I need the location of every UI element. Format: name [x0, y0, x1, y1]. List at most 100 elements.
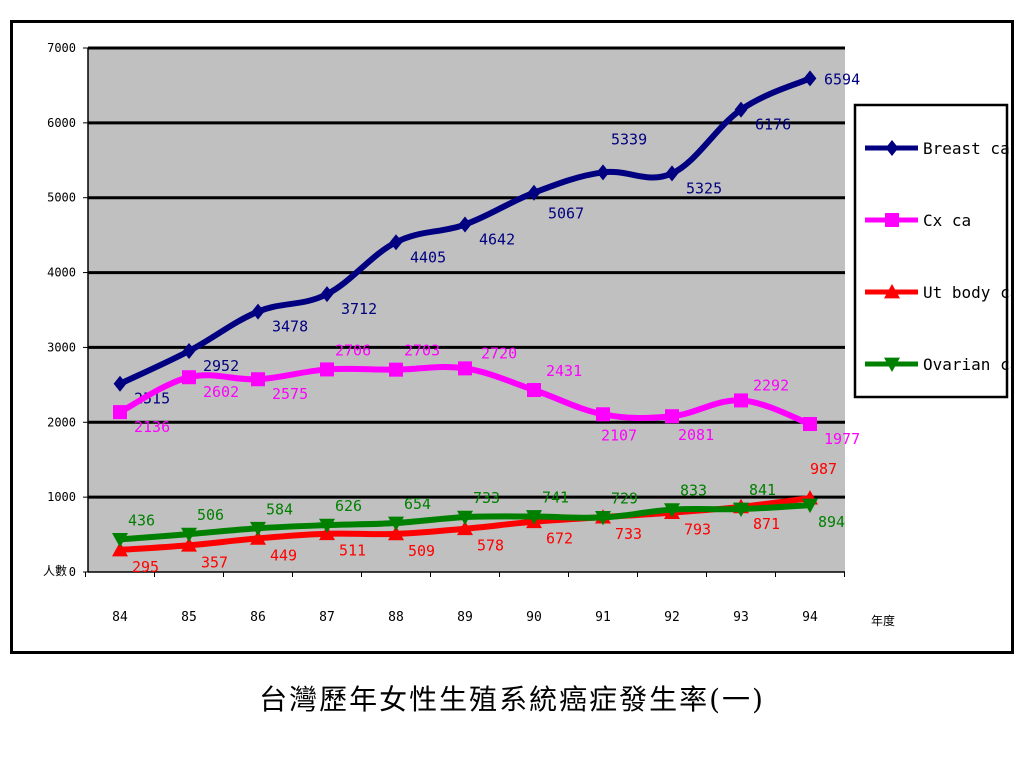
- cx-ca-data-label: 2720: [481, 344, 517, 362]
- breast-ca-data-label: 3478: [272, 318, 308, 336]
- ovarian-ca-point: [526, 510, 542, 525]
- ovarian-ca-data-label: 436: [128, 511, 155, 529]
- ovarian-ca-point: [664, 503, 680, 518]
- breast-ca-data-label: 3712: [341, 300, 377, 318]
- ut-body-ca-point: [181, 537, 197, 552]
- ut-body-ca-legend-label: Ut body ca: [923, 283, 1011, 302]
- x-tick-label: 94: [802, 610, 818, 625]
- legend-box: [853, 103, 1009, 399]
- ovarian-ca-data-label: 833: [680, 482, 707, 500]
- ovarian-ca-legend-label: Ovarian ca: [923, 355, 1011, 374]
- breast-ca-data-label: 5339: [611, 130, 647, 148]
- y-axis-title: 人數: [43, 564, 67, 578]
- cx-ca-data-label: 2081: [678, 426, 714, 444]
- ut-body-ca-data-label: 509: [408, 542, 435, 560]
- ovarian-ca-data-label: 841: [749, 481, 776, 499]
- cx-ca-data-label: 2703: [404, 342, 440, 360]
- ovarian-ca-data-label: 584: [266, 500, 293, 518]
- cx-ca-data-label: 2602: [203, 383, 239, 401]
- breast-ca-point: [458, 216, 472, 233]
- ovarian-ca-point: [802, 498, 818, 514]
- ut-body-ca-data-label: 449: [270, 546, 297, 564]
- y-tick-label: 5000: [47, 191, 76, 205]
- plot-area: [88, 48, 845, 572]
- breast-ca-point: [320, 286, 334, 303]
- cx-ca-point: [665, 409, 679, 424]
- ovarian-ca-point: [181, 527, 197, 543]
- x-tick-label: 86: [250, 610, 266, 625]
- ut-body-ca-data-label: 357: [201, 553, 228, 571]
- breast-ca-data-label: 4405: [410, 248, 446, 266]
- ovarian-ca-data-label: 894: [818, 513, 845, 531]
- breast-ca-data-label: 5067: [548, 205, 584, 223]
- y-tick-label: 4000: [47, 266, 76, 280]
- ovarian-ca-data-label: 506: [197, 506, 224, 524]
- ovarian-ca-point: [319, 518, 335, 534]
- ut-body-ca-data-label: 295: [132, 558, 159, 576]
- ut-body-ca-data-label: 987: [810, 460, 837, 478]
- breast-ca-point: [389, 234, 403, 251]
- chart-frame: 0 1000 2000 3000 4000 5000 6000 7000 84 85 86 87 88 8…: [10, 20, 1014, 654]
- x-tick-label: 85: [181, 610, 197, 625]
- breast-ca-data-label: 2952: [203, 357, 239, 375]
- cx-ca-data-label: 1977: [824, 430, 860, 448]
- cx-ca-point: [803, 417, 817, 432]
- ut-body-ca-data-label: 578: [477, 537, 504, 555]
- cx-ca-point: [320, 362, 334, 377]
- cx-ca-point: [458, 361, 472, 376]
- x-tick-label: 89: [457, 610, 473, 625]
- ovarian-ca-point: [733, 502, 749, 518]
- x-tick-label: 92: [664, 610, 680, 625]
- breast-ca-point: [734, 101, 748, 118]
- ut-body-ca-data-label: 871: [753, 515, 780, 533]
- breast-ca-point: [527, 184, 541, 201]
- breast-ca-data-label: 5325: [686, 179, 722, 197]
- cx-ca-point: [182, 370, 196, 385]
- y-tick-label: 6000: [47, 116, 76, 130]
- y-tick-label: 3000: [47, 340, 76, 354]
- ut-body-ca-point: [250, 530, 266, 545]
- ovarian-ca-data-label: 729: [611, 489, 638, 507]
- ovarian-ca-data-label: 626: [335, 497, 362, 515]
- breast-ca-data-label: 6176: [755, 116, 791, 134]
- x-tick-label: 88: [388, 610, 404, 625]
- ovarian-ca-point: [250, 521, 266, 537]
- ut-body-ca-data-label: 733: [615, 525, 642, 543]
- chart-svg: 0 1000 2000 3000 4000 5000 6000 7000 84 85 86 87 88 8…: [43, 41, 1011, 628]
- ovarian-ca-data-label: 654: [404, 495, 431, 513]
- cx-ca-point: [734, 393, 748, 408]
- x-axis-title: 年度: [871, 613, 895, 628]
- chart-caption: 台灣歷年女性生殖系統癌症發生率(一): [259, 683, 765, 716]
- breast-ca-legend-label: Breast ca: [923, 139, 1010, 158]
- x-tick-label: 84: [112, 610, 128, 625]
- breast-ca-point: [803, 70, 817, 87]
- y-tick-label: 7000: [47, 41, 76, 55]
- ut-body-ca-legend-marker: [884, 284, 900, 299]
- y-tick-label: 0: [69, 565, 76, 579]
- breast-ca-data-label: 4642: [479, 231, 515, 249]
- x-tick-label: 93: [733, 610, 749, 625]
- cx-ca-data-label: 2136: [134, 418, 170, 436]
- breast-ca-legend-marker: [885, 140, 899, 156]
- x-tick-label: 91: [595, 610, 611, 625]
- breast-ca-point: [596, 164, 610, 181]
- breast-ca-point: [665, 165, 679, 182]
- y-tick-label: 1000: [47, 490, 76, 504]
- ovarian-ca-data-label: 733: [473, 489, 500, 507]
- cx-ca-data-label: 2431: [546, 362, 582, 380]
- ut-body-ca-data-label: 511: [339, 542, 366, 560]
- ovarian-ca-point: [112, 532, 128, 548]
- cx-ca-data-label: 2706: [335, 341, 371, 359]
- cx-ca-data-label: 2575: [272, 385, 308, 403]
- cx-ca-point: [596, 407, 610, 422]
- breast-ca-point: [113, 375, 127, 392]
- ut-body-ca-point: [457, 520, 473, 536]
- x-tick-label: 87: [319, 610, 335, 625]
- cx-ca-legend-label: Cx ca: [923, 211, 971, 230]
- breast-ca-point: [182, 343, 196, 360]
- cx-ca-point: [389, 362, 403, 377]
- ut-body-ca-point: [388, 525, 404, 541]
- cx-ca-point: [251, 372, 265, 387]
- ovarian-ca-data-label: 741: [542, 489, 569, 507]
- x-tick-label: 90: [526, 610, 542, 625]
